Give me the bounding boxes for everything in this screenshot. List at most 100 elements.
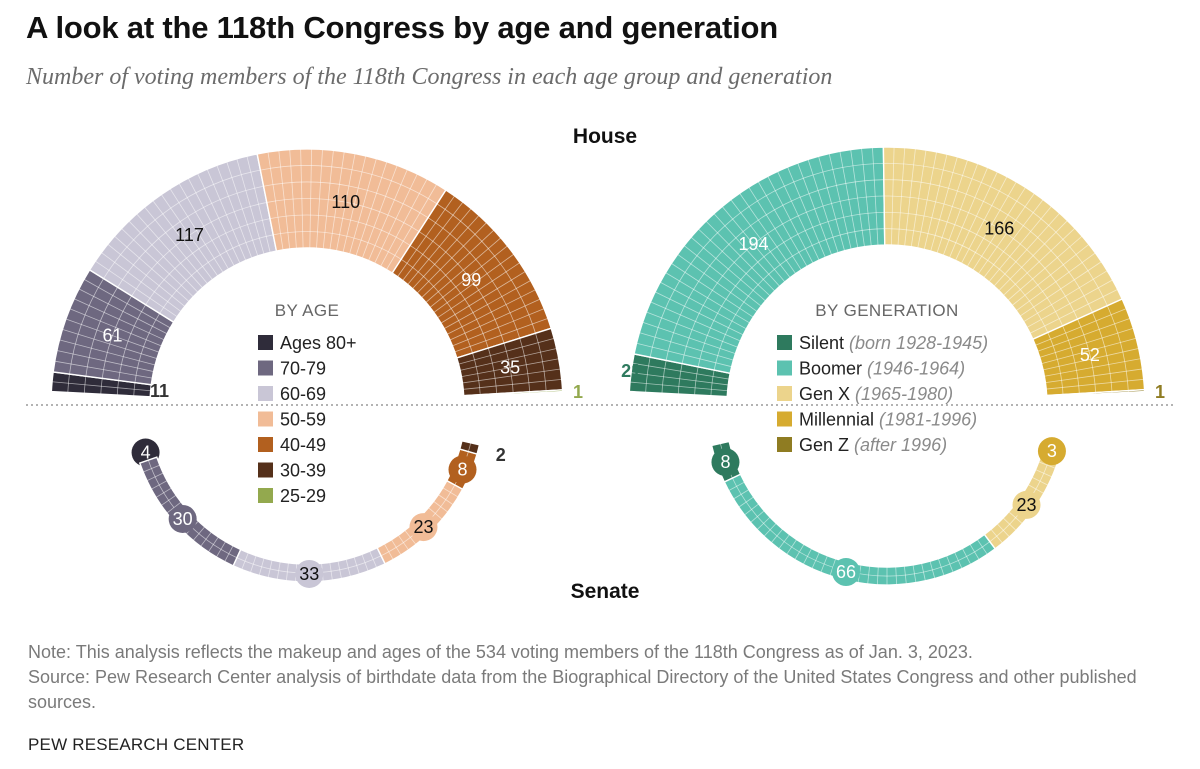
grid-spoke-line xyxy=(646,311,738,348)
legend-label-millennial: Millennial (1981-1996) xyxy=(799,410,977,430)
grid-spoke-line xyxy=(384,543,394,560)
grid-spoke-line xyxy=(996,523,1010,538)
grid-spoke-line xyxy=(316,149,323,249)
legend-item-gen-z: Gen Z (after 1996) xyxy=(777,435,947,455)
by-age-senate-ring: 4 30 33 23 8 2 xyxy=(131,438,506,588)
legend-label-ages-80: Ages 80+ xyxy=(280,333,357,353)
grid-spoke-line xyxy=(955,171,998,261)
grid-spoke-line xyxy=(458,337,555,365)
by-generation-chart: 21 194 166 52 1 8 66 23 3 BY GENERATION Silent (bo… xyxy=(621,146,1165,587)
grid-spoke-line xyxy=(642,321,736,355)
legend-category-text: Silent xyxy=(799,333,844,353)
grid-spoke-line xyxy=(903,566,907,585)
by-age-house-70-79-segment-grid xyxy=(54,278,171,383)
grid-spoke-line xyxy=(733,489,750,500)
grid-spoke-line xyxy=(895,566,898,585)
grid-spoke-line xyxy=(161,194,218,277)
grid-spoke-line xyxy=(349,158,377,254)
legend-swatch-gen-x xyxy=(777,386,792,401)
grid-spoke-line xyxy=(659,281,747,330)
grid-spoke-line xyxy=(95,260,178,318)
by-age-senate-70-79-label: 30 xyxy=(173,509,193,529)
by-age-senate-50-59-label: 23 xyxy=(413,517,433,537)
grid-spoke-line xyxy=(386,184,437,270)
grid-spoke-line xyxy=(820,555,828,573)
legend-label-boomer: Boomer (1946-1964) xyxy=(799,359,965,379)
grid-spoke-line xyxy=(425,237,502,303)
grid-ring-line xyxy=(468,442,472,452)
by-generation-house-boomer-label: 194 xyxy=(738,234,768,254)
grid-spoke-line xyxy=(829,558,837,576)
grid-spoke-line xyxy=(442,487,459,498)
grid-spoke-line xyxy=(433,500,449,513)
grid-spoke-line xyxy=(454,318,549,353)
grid-spoke-line xyxy=(1044,358,1141,377)
grid-spoke-line xyxy=(438,494,454,506)
by-age-senate-50-59-label-badge xyxy=(409,513,438,542)
grid-spoke-line xyxy=(146,472,164,482)
chart-note: Note: This analysis reflects the makeup … xyxy=(28,640,1178,715)
legend-swatch-40-49 xyxy=(258,437,273,452)
grid-spoke-line xyxy=(867,566,871,585)
grid-spoke-line xyxy=(917,151,937,249)
by-age-senate-40-49-label-badge xyxy=(448,455,477,484)
legend-label-30-39: 30-39 xyxy=(280,461,326,481)
grid-spoke-line xyxy=(62,328,158,359)
grid-spoke-line xyxy=(241,552,249,570)
legend-swatch-millennial xyxy=(777,411,792,427)
grid-spoke-line xyxy=(461,358,559,378)
grid-spoke-line xyxy=(216,165,253,259)
grid-spoke-line xyxy=(972,187,1026,271)
grid-spoke-line xyxy=(930,156,958,252)
grid-spoke-line xyxy=(166,501,182,514)
grid-spoke-line xyxy=(683,245,762,307)
grid-spoke-line xyxy=(246,156,271,253)
grid-spoke-line xyxy=(1038,461,1056,469)
grid-spoke-line xyxy=(671,263,754,318)
grid-spoke-line xyxy=(802,548,812,565)
grid-spoke-line xyxy=(224,545,234,562)
grid-spoke-line xyxy=(1015,252,1096,311)
legend-item-40-49: 40-49 xyxy=(258,435,326,455)
grid-spoke-line xyxy=(144,206,208,284)
grid-ring-line xyxy=(400,258,473,354)
legend-swatch-60-69 xyxy=(258,386,273,401)
grid-spoke-line xyxy=(361,554,369,572)
grid-spoke-line xyxy=(161,494,177,506)
grid-spoke-line xyxy=(463,378,562,390)
by-age-chart: 11 61 117 110 99 35 1 4 30 33 23 8 2 BY AGE Ages 80+ 70… xyxy=(50,148,583,588)
legend-category-text: Gen Z xyxy=(799,435,849,455)
grid-spoke-line xyxy=(207,536,219,553)
grid-spoke-line xyxy=(416,222,487,294)
legend-swatch-silent xyxy=(777,335,792,350)
grid-ring-line xyxy=(1062,325,1080,394)
legend-category-text: 40-49 xyxy=(280,435,326,455)
by-age-house-25-29-segment-grid xyxy=(479,390,547,396)
grid-spoke-line xyxy=(954,552,963,569)
source-text: Source: Pew Research Center analysis of … xyxy=(28,667,1137,712)
grid-spoke-line xyxy=(56,350,154,372)
grid-spoke-line xyxy=(665,272,750,324)
legend-note-text: (1946-1964) xyxy=(862,359,965,379)
grid-spoke-line xyxy=(369,550,378,568)
grid-spoke-line xyxy=(983,199,1044,278)
grid-spoke-line xyxy=(629,381,728,392)
by-generation-house-millennial-segment-grid xyxy=(1035,305,1144,395)
by-age-house-40-49-label: 99 xyxy=(461,270,481,290)
grid-spoke-line xyxy=(54,360,153,379)
grid-spoke-line xyxy=(1031,476,1049,486)
by-generation-senate-boomer-segment-grid xyxy=(728,477,991,585)
grid-spoke-line xyxy=(276,561,281,580)
grid-spoke-line xyxy=(936,159,969,254)
legend-item-50-59: 50-59 xyxy=(258,410,326,430)
grid-spoke-line xyxy=(1003,227,1076,296)
grid-spoke-line xyxy=(748,186,802,271)
grid-spoke-line xyxy=(876,566,879,585)
grid-spoke-line xyxy=(101,252,182,312)
grid-spoke-line xyxy=(69,308,162,347)
grid-spoke-line xyxy=(756,516,771,530)
legend-label-25-29: 25-29 xyxy=(280,486,326,506)
grid-ring-line xyxy=(418,231,505,344)
by-generation-senate-silent-label-badge xyxy=(711,448,740,477)
by-generation-house-gen-z-label: 1 xyxy=(1155,382,1165,402)
